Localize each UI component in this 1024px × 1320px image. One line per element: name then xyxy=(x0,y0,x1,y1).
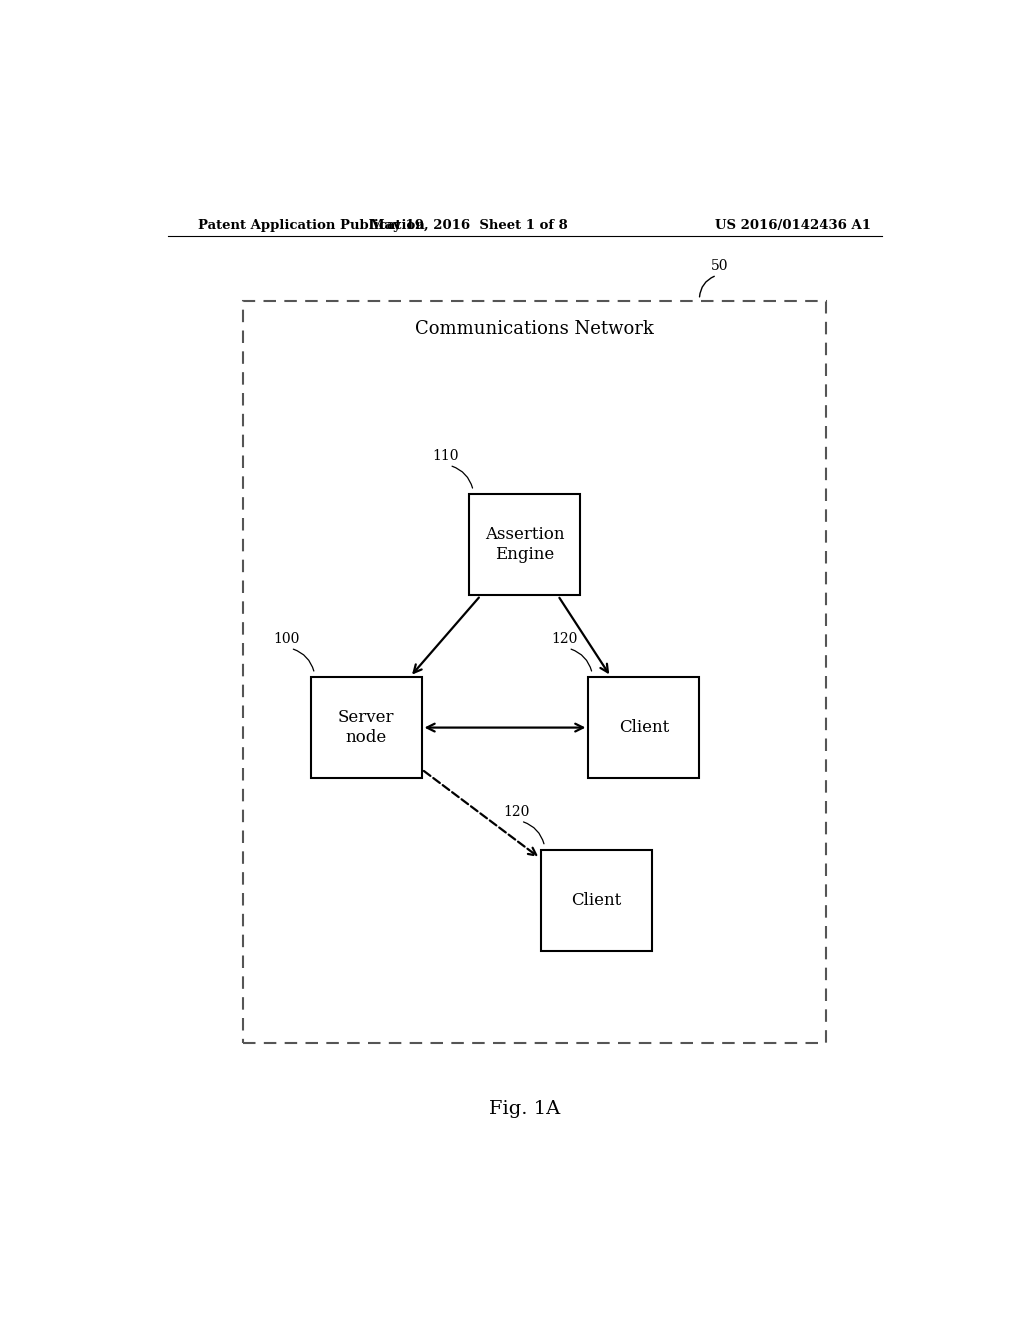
Text: Client: Client xyxy=(571,892,622,909)
Text: 100: 100 xyxy=(273,632,300,647)
Text: 120: 120 xyxy=(504,805,530,818)
Text: Assertion
Engine: Assertion Engine xyxy=(485,527,564,562)
Text: Fig. 1A: Fig. 1A xyxy=(489,1100,560,1118)
Bar xyxy=(243,301,826,1043)
Bar xyxy=(588,677,699,779)
Text: Communications Network: Communications Network xyxy=(416,321,654,338)
Text: Server
node: Server node xyxy=(338,709,394,746)
Text: US 2016/0142436 A1: US 2016/0142436 A1 xyxy=(715,219,871,232)
Text: Client: Client xyxy=(618,719,669,737)
Text: Patent Application Publication: Patent Application Publication xyxy=(198,219,425,232)
Text: 50: 50 xyxy=(711,259,728,273)
Text: 120: 120 xyxy=(551,632,578,647)
Text: May 19, 2016  Sheet 1 of 8: May 19, 2016 Sheet 1 of 8 xyxy=(371,219,568,232)
Bar xyxy=(469,494,581,595)
Bar xyxy=(541,850,652,952)
Bar xyxy=(310,677,422,779)
Text: 110: 110 xyxy=(432,449,459,463)
